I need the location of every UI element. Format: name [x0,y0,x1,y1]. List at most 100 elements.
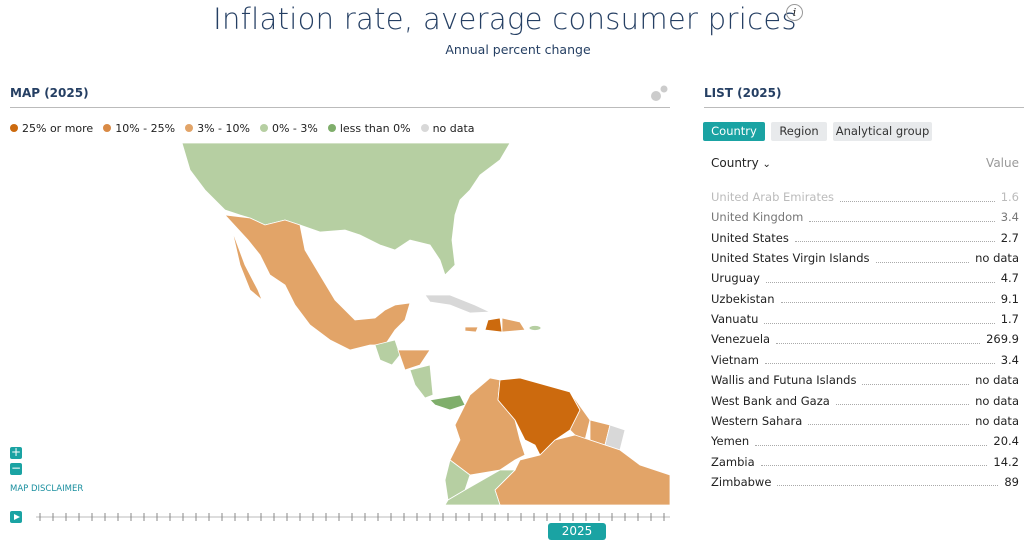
list-row: Vietnam 3.4 [711,352,1019,368]
guatemala[interactable] [374,339,401,366]
dominican-republic[interactable] [501,317,526,333]
column-label: Country [711,156,759,170]
leader [764,315,995,324]
legend-item[interactable]: 10% - 25% [103,122,175,135]
leader [835,396,970,405]
zoom-in[interactable]: + [10,445,22,459]
tab[interactable]: Analytical group [833,122,932,141]
north-america[interactable] [181,142,511,276]
puerto-rico[interactable] [528,325,542,331]
timeline: 2025 [10,511,670,540]
country-name: Uruguay [711,271,760,286]
list-row: Western Sahara no data [711,413,1019,429]
legend-label: 3% - 10% [197,122,250,135]
settings-icon[interactable] [651,85,668,102]
country-value: 4.7 [1000,271,1019,286]
jamaica[interactable] [464,326,479,333]
country-name: Vanuatu [711,312,759,327]
leader [765,274,995,283]
tab[interactable]: Country [703,122,765,141]
leader [764,355,995,365]
leader [777,477,999,487]
title: Inflation rate, average consumer prices [213,2,797,36]
list-row: Uzbekistan 9.1 [711,291,1019,307]
honduras[interactable] [397,349,431,371]
legend-label: 0% - 3% [271,122,318,135]
list-row: United States Virgin Islands no data [711,250,1019,266]
country-value: no data [975,251,1019,266]
subtitle: Annual percent change [445,42,591,57]
legend: 25% or more 10% - 25% 3% - 10% 0% - 3% less … [10,122,475,135]
column-header[interactable]: Country ⌄ [711,156,771,170]
play-icon [14,514,20,520]
country-name: Zambia [711,454,755,469]
leader [755,437,988,446]
country-value: no data [975,413,1019,428]
list-row: West Bank and Gaza no data [711,393,1019,409]
year-label: 2025 [562,524,593,538]
map-disclaimer[interactable]: MAP DISCLAIMER [10,484,84,494]
country-name: United States Virgin Islands [711,251,870,266]
map [181,142,671,506]
list-title: LIST (2025) [704,86,782,100]
legend-dot [259,124,268,132]
legend-label: no data [432,122,475,135]
list-row: United States 2.7 [711,230,1019,246]
nicaragua[interactable] [409,364,434,399]
peru[interactable] [444,469,516,506]
list-row: Wallis and Futuna Islands no data [711,372,1019,388]
country-value: 9.1 [1000,291,1019,306]
legend-label: less than 0% [339,122,411,135]
list-row: Zimbabwe 89 [711,474,1019,490]
info-icon[interactable]: i [786,4,803,21]
legend-item[interactable]: 0% - 3% [259,122,318,135]
legend-item[interactable]: 25% or more [10,122,93,135]
list-rule [704,107,1024,108]
year-pill[interactable] [548,523,606,540]
leader [862,376,970,385]
list-row: Vanuatu 1.7 [711,311,1019,327]
list-row: Uruguay 4.7 [711,270,1019,286]
legend-item[interactable]: no data [420,122,475,135]
country-value: 89 [1004,474,1019,489]
map-rule [10,107,670,108]
country-name: United Kingdom [711,210,804,225]
country-value: no data [975,373,1019,388]
legend-item[interactable]: less than 0% [327,122,411,135]
haiti[interactable] [484,317,503,333]
cuba[interactable] [424,294,491,314]
list-row: United Arab Emirates 1.6 [711,189,1019,205]
country-name: United States [711,230,789,245]
country-value: 1.7 [1000,312,1019,327]
legend-item[interactable]: 3% - 10% [185,122,250,135]
country-value: 269.9 [986,332,1019,347]
leader [776,335,981,344]
legend-dot [327,124,336,132]
list-row: Yemen 20.4 [711,433,1019,449]
tab[interactable]: Region [771,122,827,141]
country-name: Uzbekistan [711,291,775,306]
country-name: Wallis and Futuna Islands [711,373,857,388]
country-name: United Arab Emirates [711,190,835,204]
leader [760,457,988,467]
panama[interactable] [429,394,466,411]
legend-dot [10,124,18,132]
map-title: MAP (2025) [10,86,89,100]
list-row: Zambia 14.2 [711,454,1019,470]
legend-dot [185,124,194,132]
country-value: 1.6 [1000,190,1019,204]
list-row: United Kingdom 3.4 [711,209,1019,225]
leader [780,294,995,304]
country-name: Yemen [711,434,750,449]
leader [840,193,995,202]
country-name: Zimbabwe [711,474,772,489]
country-name: West Bank and Gaza [711,393,830,408]
mexico[interactable] [223,214,411,351]
legend-dot [420,124,429,132]
country-value: 3.4 [1000,352,1019,367]
leader [794,233,995,243]
zoom-out[interactable]: − [10,461,22,475]
country-value: 14.2 [993,454,1019,469]
leader [809,213,995,222]
